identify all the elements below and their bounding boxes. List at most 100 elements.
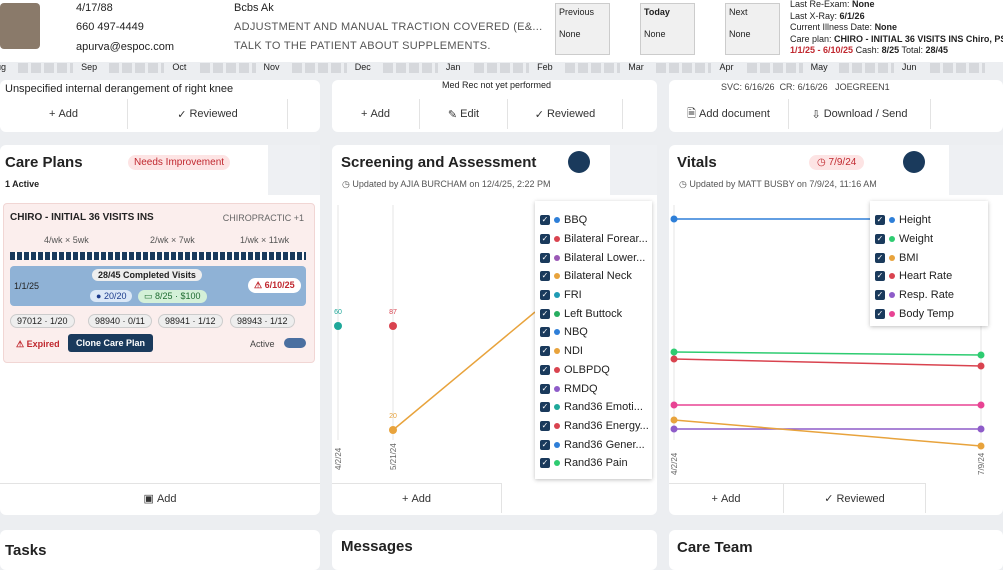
svc: SVC: 6/16/26 [721,82,775,92]
label: Cash: [855,45,880,55]
label: Reviewed [546,108,596,120]
legend-label: Rand36 Energy... [564,419,649,432]
swatch [889,273,895,280]
checkbox: ✓ [540,290,550,301]
legend-label: NDI [564,345,583,358]
add-button[interactable]: + Add [332,99,420,129]
value: Expired [26,339,60,349]
legend-item: ✓ Body Temp [870,304,988,323]
legend-item: ✓ OLBPDQ [535,361,652,380]
med-rec: Med Rec not yet performed [442,80,552,90]
phase: 4/wk × 5wk [44,235,89,245]
swatch [554,348,560,355]
month-blocks [565,63,621,73]
visit-label: Today [644,7,670,17]
point [389,322,397,330]
panel-title: Screening and Assessment [341,154,537,171]
month-label: Feb [537,62,553,72]
phase: 2/wk × 7wk [150,235,195,245]
value: 6/10/25 [264,280,295,290]
swatch [554,404,560,411]
legend-item: ✓ BMI [870,248,988,267]
download-send-button[interactable]: ⇩ Download / Send [789,99,931,129]
reviewed-button[interactable]: ✓ Reviewed [508,99,623,129]
care-plans-panel: Care Plans Needs Improvement 1 Active CH… [0,145,320,515]
legend-item: ✓ FRI [535,286,652,305]
care-plan-card: CHIRO - INITIAL 36 VISITS INS CHIROPRACT… [3,203,315,363]
checkbox: ✓ [540,402,550,413]
checkbox: ✓ [875,290,885,301]
swatch [554,366,560,373]
checkbox: ✓ [540,364,550,375]
visit-box: Next None [725,3,780,55]
reviewed-button[interactable]: ✓ Reviewed [784,483,926,513]
legend-label: Rand36 Emoti... [564,401,643,414]
panel-title: Care Team [677,539,753,556]
checkbox: ✓ [875,234,885,245]
vitals-panel: Vitals ◷ 7/9/24 ◷ Updated by MATT BUSBY … [669,145,1003,515]
legend-item: ✓ Rand36 Emoti... [535,398,652,417]
month-label: Jan [445,62,461,72]
swatch [554,310,560,317]
checkbox: ✓ [540,252,550,263]
active-toggle[interactable] [284,338,306,348]
month-blocks [382,63,438,73]
legend-label: Bilateral Forear... [564,233,648,246]
checkbox: ✓ [875,215,885,226]
swatch [554,441,560,448]
legend: ✓ Height ✓ Weight ✓ BMI ✓ Heart Rate ✓ Resp. Rate… [870,201,988,326]
month-blocks [838,63,894,73]
month-label: Mar [628,62,644,72]
start-date: 1/1/25 [14,281,40,291]
add-button[interactable]: + Add [0,99,128,129]
tasks-panel: Tasks [0,530,320,570]
month-blocks [473,63,530,73]
month-blocks [929,63,985,73]
legend: ✓ BBQ ✓ Bilateral Forear... ✓ Bilateral Lower… [535,201,652,479]
checkbox: ✓ [540,215,550,226]
reviewed-button[interactable]: ✓ Reviewed [128,99,288,129]
chart-toggle[interactable] [568,151,590,173]
value: CHIRO - INITIAL 36 VISITS INS [834,33,964,44]
legend-item: ✓ RMDQ [535,379,652,398]
label: Add [58,108,79,120]
add-button[interactable]: + Add [332,483,502,513]
code-chip: 98943 · 1/12 [230,314,295,328]
edit-button[interactable]: ✎ Edit [420,99,508,129]
checkbox: ✓ [875,308,885,319]
panel-icon [268,145,320,195]
progress-area: 28/45 Completed Visits 1/1/25 ● 20/20 ▭ … [10,266,306,306]
plan-name: CHIRO - INITIAL 36 VISITS INS [10,212,154,223]
swatch [554,422,560,429]
month-label: Apr [719,62,734,72]
legend-item: ✓ Rand36 Gener... [535,435,652,454]
legend-label: RMDQ [564,382,598,395]
clone-button[interactable]: Clone Care Plan [68,334,154,352]
add-document-button[interactable]: 🗎 Add document [669,99,789,129]
dob: 4/17/88 [76,2,113,14]
checkbox: ✓ [540,439,550,450]
add-button[interactable]: + Add [669,483,784,513]
diagnosis-panel: Unspecified internal derangement of righ… [0,80,320,132]
expired: ⚠ Expired [16,339,60,349]
legend-item: ✓ NBQ [535,323,652,342]
checkbox: ✓ [540,308,550,319]
label: Current Illness Date: [790,22,873,32]
legend-item: ✓ Height [870,211,988,230]
legend-label: Rand36 Pain [564,457,628,470]
legend-item: ✓ Bilateral Forear... [535,230,652,249]
header: 4/17/88 660 497-4449 apurva@espoc.com Bc… [0,0,1003,62]
legend-item: ✓ BBQ [535,211,652,230]
swatch [554,217,560,224]
swatch [889,236,895,243]
insurance-visits: ● 20/20 [90,290,133,302]
code-chip: 98941 · 1/12 [158,314,223,328]
provider: JOEGREEN1 [835,82,890,92]
value: None [852,0,875,9]
phone: 660 497-4449 [76,21,144,33]
visit-label: Previous [559,7,595,17]
visit-box: Today None [640,3,695,55]
add-button[interactable]: ▣ Add [0,483,320,513]
chart-toggle[interactable] [903,151,925,173]
label: Edit [460,108,480,120]
